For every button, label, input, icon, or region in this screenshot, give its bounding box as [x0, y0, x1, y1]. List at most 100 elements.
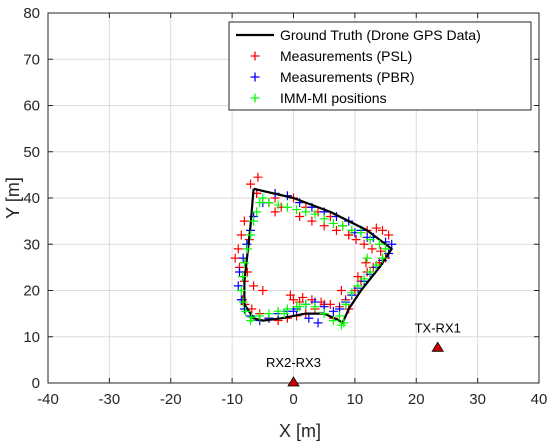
legend-box	[228, 21, 532, 111]
measurements-pbr-point	[304, 313, 314, 323]
measurements-pbr-point	[242, 239, 252, 249]
x-axis-label: X [m]	[279, 421, 321, 441]
imm-mi-positions-point	[347, 288, 357, 298]
imm-mi-positions-point	[341, 299, 351, 309]
measurements-pbr-point	[387, 239, 397, 249]
imm-mi-positions-point	[310, 209, 320, 219]
measurements-pbr-point	[289, 306, 298, 316]
imm-mi-positions-point	[239, 258, 249, 268]
legend-marker-swatch	[250, 51, 260, 61]
measurements-psl-point	[336, 286, 346, 295]
legend-entry-label: IMM-MI positions	[280, 90, 387, 106]
y-tick-label: 80	[23, 5, 40, 22]
y-tick-label: 20	[23, 283, 40, 300]
imm-mi-positions-point	[282, 202, 292, 212]
measurements-psl-point	[377, 225, 387, 235]
imm-mi-positions-point	[328, 316, 338, 326]
measurements-psl-point	[258, 286, 268, 295]
imm-mi-positions-point	[273, 306, 283, 316]
annotation-label: TX-RX1	[415, 320, 461, 335]
legend-marker-swatch	[250, 72, 260, 82]
imm-mi-positions-point	[249, 216, 259, 226]
imm-mi-positions-point	[282, 304, 292, 314]
imm-mi-positions-point	[279, 309, 289, 319]
imm-mi-positions-point	[335, 311, 345, 321]
imm-mi-positions-point	[242, 244, 252, 254]
x-tick-label: 30	[469, 391, 486, 408]
imm-mi-positions-point	[252, 207, 262, 217]
measurements-psl-point	[367, 244, 377, 254]
data-marks	[230, 172, 397, 330]
imm-mi-positions-point	[362, 253, 372, 263]
x-tick-label: -40	[37, 391, 59, 408]
imm-mi-positions-point	[319, 309, 329, 319]
imm-mi-positions-point	[301, 207, 311, 217]
imm-mi-positions-point	[371, 260, 381, 270]
imm-mi-positions-point	[236, 286, 246, 295]
imm-mi-positions-point	[264, 309, 274, 319]
x-tick-label: -10	[221, 391, 243, 408]
x-tick-label: 10	[347, 391, 364, 408]
measurements-psl-point	[331, 225, 341, 235]
measurements-psl-point	[359, 239, 369, 249]
measurements-psl-point	[230, 253, 240, 263]
imm-mi-positions-point	[381, 244, 391, 254]
imm-mi-positions-point	[255, 198, 265, 208]
measurements-psl-point	[353, 272, 363, 282]
measurements-pbr-point	[233, 281, 243, 291]
annotation-marker	[287, 376, 300, 387]
imm-mi-positions-point	[319, 214, 329, 224]
x-tick-label: 20	[408, 391, 425, 408]
imm-mi-positions-point	[339, 318, 349, 328]
measurements-psl-point	[249, 281, 259, 291]
imm-mi-positions-point	[292, 205, 302, 215]
imm-mi-positions-point	[356, 228, 366, 238]
legend-entry-label: Measurements (PSL)	[280, 48, 412, 64]
measurements-psl-point	[307, 216, 317, 226]
imm-mi-positions-point	[301, 299, 311, 309]
y-tick-label: 0	[32, 375, 40, 392]
imm-mi-positions-point	[246, 230, 256, 240]
imm-mi-positions-point	[241, 306, 251, 316]
imm-mi-positions-point	[258, 193, 268, 203]
x-tick-label: -20	[160, 391, 182, 408]
measurements-psl-point	[239, 216, 249, 226]
imm-mi-positions-point	[365, 267, 375, 277]
y-tick-label: 40	[23, 190, 40, 207]
y-tick-label: 30	[23, 236, 40, 253]
x-tick-label: 0	[289, 391, 297, 408]
imm-mi-positions-point	[328, 218, 338, 228]
imm-mi-positions-point	[238, 297, 248, 307]
measurements-pbr-point	[328, 306, 338, 316]
annotation-marker	[431, 341, 444, 352]
measurements-psl-point	[371, 223, 381, 233]
legend: Ground Truth (Drone GPS Data) Measurement…	[228, 21, 532, 111]
measurements-pbr-point	[313, 318, 323, 328]
x-tick-label: 40	[531, 391, 548, 408]
imm-mi-positions-point	[374, 239, 384, 249]
axis-ticks: -40 -30 -20 -10 0 10 20 30 40 0 10 20 30 40 50 60 70 80	[23, 5, 547, 408]
imm-mi-positions-point	[347, 225, 357, 235]
y-tick-label: 70	[23, 51, 40, 68]
measurements-psl-point	[270, 207, 280, 217]
measurements-pbr-point	[234, 267, 244, 277]
imm-mi-positions-point	[295, 302, 305, 312]
measurements-psl-point	[289, 295, 298, 305]
measurements-psl-point	[236, 230, 246, 240]
annotation-label: RX2-RX3	[266, 355, 321, 370]
legend-entry-label: Ground Truth (Drone GPS Data)	[280, 27, 481, 43]
x-tick-label: -30	[99, 391, 121, 408]
y-tick-label: 10	[23, 329, 40, 346]
legend-entry-label: Measurements (PBR)	[280, 69, 415, 85]
imm-mi-positions-point	[255, 311, 265, 321]
imm-mi-positions-point	[273, 200, 283, 210]
measurements-psl-point	[376, 246, 386, 256]
imm-mi-positions-point	[310, 302, 320, 312]
measurements-psl-point	[325, 299, 335, 309]
annotations: RX2-RX3 TX-RX1	[266, 320, 461, 387]
imm-mi-positions-point	[377, 253, 387, 263]
measurements-psl-point	[246, 179, 256, 189]
imm-mi-positions-point	[238, 272, 248, 282]
y-tick-label: 60	[23, 98, 40, 115]
